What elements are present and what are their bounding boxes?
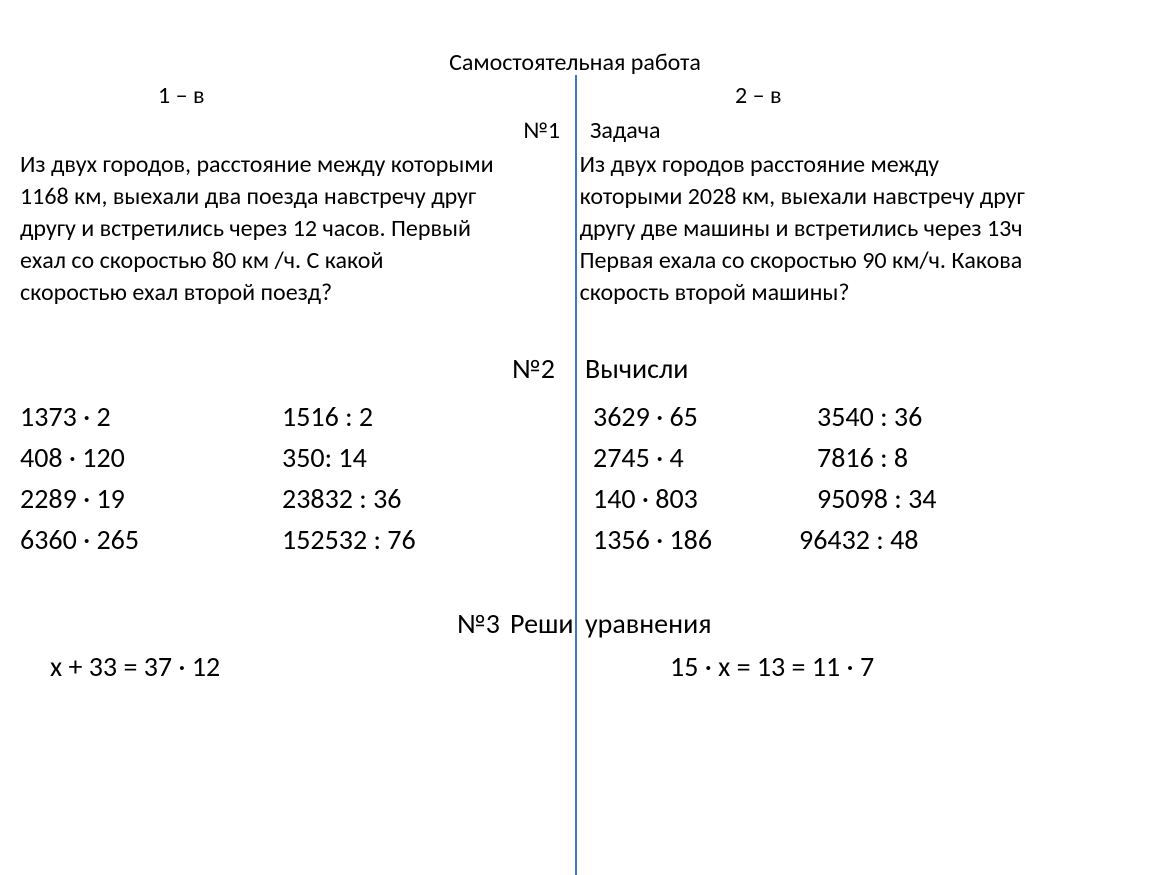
problem-line: скоростью ехал второй поезд?: [20, 277, 562, 309]
task1-label: Задача: [575, 116, 661, 145]
calc-column: 1373 · 2 408 · 120 2289 · 19 6360 · 265: [20, 396, 282, 560]
calc-expression: 2745 · 4: [593, 437, 817, 478]
calc-expression: 95098 : 34: [817, 478, 1097, 519]
calc-expression: 1356 · 186: [593, 519, 817, 560]
calc-expression: 2289 · 19: [20, 478, 282, 519]
task2-left-block: 1373 · 2 408 · 120 2289 · 19 6360 · 265 …: [20, 396, 575, 560]
problem-line: Из двух городов расстояние между: [580, 149, 1130, 181]
calc-expression: 350: 14: [282, 437, 572, 478]
task3-word2: уравнения: [575, 606, 712, 641]
task1-problem-right: Из двух городов расстояние между которым…: [568, 149, 1130, 309]
task2-number: №2: [20, 351, 575, 386]
task1-number: №1: [20, 116, 575, 145]
problem-line: Из двух городов, расстояние между которы…: [20, 149, 562, 181]
calc-column: 3540 : 36 7816 : 8 95098 : 34 96432 : 48: [817, 396, 1097, 560]
problem-line: которыми 2028 км, выехали навстречу друг: [580, 181, 1130, 213]
calc-expression: 7816 : 8: [817, 437, 1097, 478]
task3-number: №3: [20, 606, 500, 641]
problem-line: 1168 км, выехали два поезда навстречу др…: [20, 181, 562, 213]
calc-expression: 1516 : 2: [282, 396, 572, 437]
vertical-divider: [575, 75, 577, 875]
problem-line: скорость второй машины?: [580, 277, 1130, 309]
calc-column: 1516 : 2 350: 14 23832 : 36 152532 : 76: [282, 396, 572, 560]
calc-expression: 140 · 803: [593, 478, 817, 519]
calc-expression: 3540 : 36: [817, 396, 1097, 437]
equation-left: х + 33 = 37 · 12: [20, 649, 575, 684]
calc-expression: 6360 · 265: [20, 519, 282, 560]
task1-problem-left: Из двух городов, расстояние между которы…: [20, 149, 568, 309]
calc-expression: 1373 · 2: [20, 396, 282, 437]
calc-expression: 3629 · 65: [593, 396, 817, 437]
document-title: Самостоятельная работа: [20, 48, 1130, 77]
problem-line: ехал со скоростью 80 км /ч. С какой: [20, 245, 562, 277]
task3-word1: Реши: [500, 606, 575, 641]
calc-expression: 408 · 120: [20, 437, 282, 478]
calc-expression: 152532 : 76: [282, 519, 572, 560]
variant-2-label: 2 – в: [575, 81, 781, 110]
variant-1-label: 1 – в: [20, 81, 575, 110]
problem-line: Первая ехала со скоростью 90 км/ч. Каков…: [580, 245, 1130, 277]
calc-expression: 23832 : 36: [282, 478, 572, 519]
content-wrapper: 1 – в 2 – в №1Задача Из двух городов, ра…: [20, 81, 1130, 684]
task2-label: Вычисли: [575, 351, 688, 386]
calc-column: 3629 · 65 2745 · 4 140 · 803 1356 · 186: [587, 396, 817, 560]
calc-expression: 96432 : 48: [799, 519, 1097, 560]
problem-line: другу две машины и встретились через 13ч: [580, 213, 1130, 245]
task2-right-block: 3629 · 65 2745 · 4 140 · 803 1356 · 186 …: [575, 396, 1097, 560]
equation-right: 15 · х = 13 = 11 · 7: [575, 649, 874, 684]
problem-line: другу и встретились через 12 часов. Перв…: [20, 213, 562, 245]
